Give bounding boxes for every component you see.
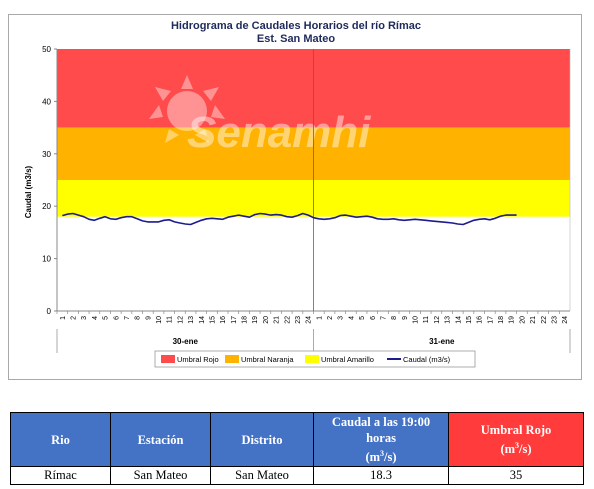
cell-distrito: San Mateo	[210, 466, 314, 485]
x-tick-label-28: 5	[359, 316, 366, 320]
x-tick-label-40: 17	[487, 316, 494, 324]
y-tick-label-5: 50	[42, 45, 51, 54]
y-axis-label: Caudal (m3/s)	[24, 165, 33, 218]
x-tick-label-35: 12	[434, 316, 441, 324]
x-tick-label-12: 13	[188, 316, 195, 324]
header-caudal-text: Caudal a las 19:00 horas	[331, 414, 431, 445]
table-row: Rímac San Mateo San Mateo 18.3 35	[10, 466, 584, 485]
x-tick-label-1: 2	[71, 316, 78, 320]
x-tick-label-32: 9	[402, 316, 409, 320]
x-tick-label-9: 10	[156, 316, 163, 324]
x-tick-label-39: 16	[477, 316, 484, 324]
y-ticks: 0 10 20 30 40 50	[42, 45, 57, 316]
y-tick-label-4: 40	[42, 97, 51, 106]
cell-umbral: 35	[448, 466, 584, 485]
legend-label-1: Umbral Naranja	[241, 355, 294, 364]
legend-label-3: Caudal (m3/s)	[403, 355, 451, 364]
x-tick-label-11: 12	[177, 316, 184, 324]
x-tick-label-8: 9	[145, 316, 152, 320]
x-tick-label-10: 11	[167, 316, 174, 323]
x-tick-label-16: 17	[231, 316, 238, 324]
y-tick-label-1: 10	[42, 255, 51, 264]
x-tick-label-33: 10	[413, 316, 420, 324]
cell-rio: Rímac	[10, 466, 111, 485]
day-labels: 30-ene 31-ene	[56, 329, 571, 353]
x-tick-label-22: 23	[295, 316, 302, 324]
y-tick-label-0: 0	[47, 307, 52, 316]
chart-title: Hidrograma de Caudales Horarios del río …	[171, 20, 421, 32]
x-tick-label-17: 18	[242, 316, 249, 324]
x-tick-label-30: 7	[380, 316, 387, 320]
header-rio: Rio	[10, 412, 111, 467]
x-tick-label-46: 23	[551, 316, 558, 324]
legend-swatch-2	[305, 355, 319, 363]
x-tick-label-41: 18	[498, 316, 505, 324]
x-ticks: 1 2 3 4 5 6 7 8 9 10 11 12 13 14 15 16 17 18 19 20 21 22 23 24 1…	[56, 311, 569, 324]
x-tick-label-36: 13	[445, 316, 452, 324]
legend-swatch-1	[225, 355, 239, 363]
day-label-1: 31-ene	[429, 337, 455, 346]
x-tick-label-26: 3	[338, 316, 345, 320]
header-distrito: Distrito	[210, 412, 314, 467]
x-tick-label-38: 15	[466, 316, 473, 324]
cell-caudal: 18.3	[313, 466, 449, 485]
x-tick-label-27: 4	[348, 316, 355, 320]
header-umbral-rojo: Umbral Rojo (m3/s)	[448, 412, 584, 467]
hydrograph-chart: Hidrograma de Caudales Horarios del río …	[24, 20, 571, 368]
x-tick-label-25: 2	[327, 316, 334, 320]
x-tick-label-7: 8	[135, 316, 142, 320]
x-tick-label-18: 19	[252, 316, 259, 324]
sun-logo-icon	[149, 75, 225, 143]
x-tick-label-31: 8	[391, 316, 398, 320]
x-tick-label-43: 20	[519, 316, 526, 324]
day-label-0: 30-ene	[173, 337, 199, 346]
chart-subtitle: Est. San Mateo	[257, 33, 336, 45]
chart-frame: Hidrograma de Caudales Horarios del río …	[8, 14, 582, 380]
legend-label-2: Umbral Amarillo	[321, 355, 374, 364]
header-umbral-unit: (m3/s)	[500, 440, 532, 457]
x-tick-label-29: 6	[370, 316, 377, 320]
senamhi-watermark: Senamhi	[149, 75, 371, 157]
x-tick-label-14: 15	[209, 316, 216, 324]
header-estacion: Estación	[110, 412, 211, 467]
x-tick-label-3: 4	[92, 316, 99, 320]
x-tick-label-24: 1	[316, 316, 323, 320]
legend-swatch-0	[161, 355, 175, 363]
x-tick-label-5: 6	[113, 316, 120, 320]
legend-label-0: Umbral Rojo	[177, 355, 219, 364]
header-umbral-text: Umbral Rojo	[480, 422, 552, 437]
y-tick-label-2: 20	[42, 202, 51, 211]
header-caudal: Caudal a las 19:00 horas (m3/s)	[313, 412, 449, 467]
x-tick-label-45: 22	[541, 316, 548, 324]
x-tick-label-2: 3	[81, 316, 88, 320]
x-tick-label-0: 1	[60, 316, 67, 320]
x-tick-label-47: 24	[562, 316, 569, 324]
watermark-text: Senamhi	[187, 108, 371, 157]
series-group	[62, 212, 517, 226]
header-caudal-unit: (m3/s)	[365, 448, 397, 465]
x-tick-label-15: 16	[220, 316, 227, 324]
x-tick-label-34: 11	[423, 316, 430, 323]
x-tick-label-6: 7	[124, 316, 131, 320]
x-tick-label-23: 24	[306, 316, 313, 324]
table-header-row: Rio Estación Distrito Caudal a las 19:00…	[10, 412, 584, 467]
x-tick-label-37: 14	[455, 316, 462, 324]
chart-legend: Umbral Rojo Umbral Naranja Umbral Amarillo…	[154, 350, 476, 368]
cell-estacion: San Mateo	[110, 466, 211, 485]
x-tick-label-19: 20	[263, 316, 270, 324]
x-tick-label-20: 21	[274, 316, 281, 324]
x-tick-label-4: 5	[103, 316, 110, 320]
x-tick-label-42: 19	[509, 316, 516, 324]
x-tick-label-13: 14	[199, 316, 206, 324]
station-table: Rio Estación Distrito Caudal a las 19:00…	[10, 412, 584, 485]
y-tick-label-3: 30	[42, 150, 51, 159]
series-line-0	[62, 212, 517, 226]
x-tick-label-44: 21	[530, 316, 537, 324]
x-tick-label-21: 22	[284, 316, 291, 324]
